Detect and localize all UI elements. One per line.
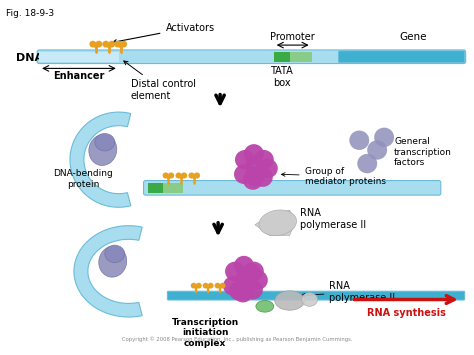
Text: Gene: Gene (399, 32, 427, 42)
FancyBboxPatch shape (144, 181, 441, 195)
Bar (290, 52, 311, 62)
Circle shape (219, 283, 226, 289)
Circle shape (234, 164, 254, 184)
Circle shape (248, 271, 268, 290)
Circle shape (245, 157, 265, 176)
Text: Copyright © 2008 Pearson Education, Inc., publishing as Pearson Benjamin Cumming: Copyright © 2008 Pearson Education, Inc.… (122, 337, 352, 342)
Circle shape (189, 173, 195, 179)
Text: General
transcription
factors: General transcription factors (394, 137, 452, 167)
Circle shape (181, 173, 187, 179)
Circle shape (203, 283, 209, 289)
Bar (274, 52, 290, 62)
Text: RNA synthesis: RNA synthesis (366, 308, 446, 318)
Circle shape (236, 268, 256, 288)
Circle shape (95, 41, 102, 48)
Text: Promoter: Promoter (270, 32, 315, 42)
Text: DNA-bending
protein: DNA-bending protein (53, 169, 113, 189)
Circle shape (258, 159, 278, 178)
Circle shape (349, 131, 369, 150)
Circle shape (196, 283, 202, 289)
Text: Activators: Activators (113, 22, 215, 44)
Circle shape (90, 41, 96, 48)
Polygon shape (255, 210, 295, 235)
Text: TATA
box: TATA box (270, 66, 293, 88)
FancyBboxPatch shape (167, 291, 465, 300)
Bar (39, 52, 118, 62)
Polygon shape (70, 112, 131, 207)
Circle shape (215, 283, 220, 289)
Ellipse shape (95, 133, 115, 151)
Circle shape (374, 128, 394, 147)
Bar (164, 182, 183, 193)
Circle shape (194, 173, 200, 179)
FancyBboxPatch shape (338, 51, 465, 62)
Text: Group of
mediator proteins: Group of mediator proteins (282, 166, 386, 186)
Text: Fig. 18-9-3: Fig. 18-9-3 (6, 9, 55, 18)
Circle shape (191, 283, 197, 289)
Circle shape (357, 154, 377, 173)
Circle shape (367, 140, 387, 160)
Ellipse shape (105, 245, 125, 263)
Ellipse shape (259, 210, 297, 236)
Circle shape (241, 264, 261, 283)
Circle shape (245, 166, 265, 186)
Circle shape (120, 41, 127, 48)
Polygon shape (74, 226, 142, 317)
Circle shape (208, 283, 214, 289)
Ellipse shape (89, 135, 117, 165)
Ellipse shape (301, 293, 318, 306)
Bar (147, 182, 164, 193)
Circle shape (225, 262, 245, 281)
FancyBboxPatch shape (37, 50, 465, 64)
Text: RNA
polymerase II: RNA polymerase II (301, 281, 396, 303)
Text: Enhancer: Enhancer (53, 71, 105, 81)
Circle shape (102, 41, 109, 48)
Circle shape (234, 256, 254, 275)
Circle shape (244, 262, 264, 281)
Circle shape (114, 41, 121, 48)
Circle shape (236, 278, 256, 297)
Circle shape (108, 41, 115, 48)
Text: Distal control
element: Distal control element (124, 61, 196, 101)
Circle shape (243, 280, 263, 300)
Circle shape (229, 281, 249, 300)
Circle shape (254, 150, 274, 169)
Text: RNA
polymerase II: RNA polymerase II (300, 208, 366, 230)
Circle shape (168, 173, 174, 179)
Text: DNA: DNA (16, 53, 44, 63)
Circle shape (233, 283, 253, 302)
Circle shape (243, 170, 263, 190)
Circle shape (235, 150, 255, 169)
Circle shape (175, 173, 182, 179)
Ellipse shape (275, 291, 305, 310)
Ellipse shape (256, 300, 274, 312)
Ellipse shape (99, 246, 127, 277)
Circle shape (163, 173, 169, 179)
Circle shape (244, 144, 264, 164)
Circle shape (223, 276, 243, 296)
Circle shape (253, 168, 273, 187)
Text: Transcription
initiation
complex: Transcription initiation complex (172, 318, 239, 348)
